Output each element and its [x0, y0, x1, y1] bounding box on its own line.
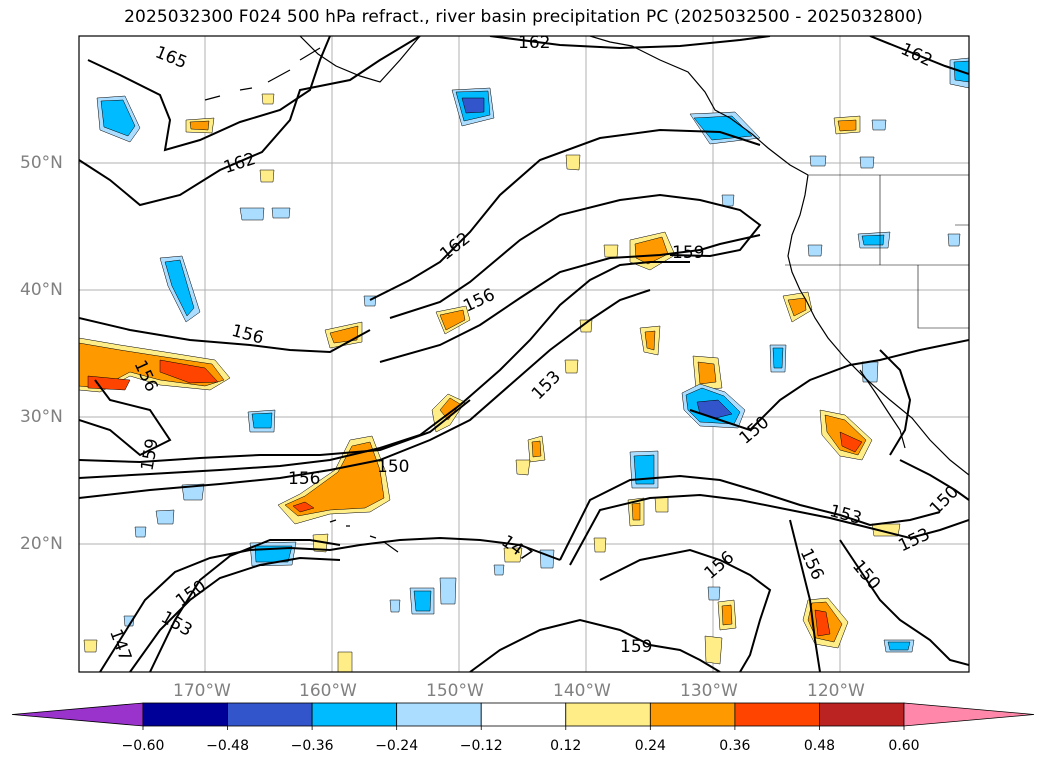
contour-label: 159 [620, 637, 652, 657]
colorbar-tick-label: 0.12 [550, 738, 582, 754]
contour-147 [99, 536, 561, 672]
contour-150-east [899, 459, 969, 501]
contour-153-south [569, 493, 969, 566]
aleutian-islands [204, 47, 321, 101]
contour-labels: 165 162 162 162 162 159 159 159 156 156 … [105, 33, 963, 664]
lon-label: 160°W [299, 681, 357, 701]
contour-156-upper [379, 234, 761, 363]
contour-label: 156 [701, 547, 739, 583]
precip-positive-areas [79, 93, 901, 672]
contour-label: 162 [897, 39, 935, 71]
lon-label: 140°W [553, 681, 611, 701]
colorbar-segment [565, 702, 651, 727]
contour-label: 165 [152, 42, 190, 73]
colorbar-segment [649, 702, 736, 727]
lat-label: 40°N [20, 280, 63, 300]
colorbar-segment [227, 702, 313, 727]
contour-150-se [839, 539, 969, 666]
contour-162-north [79, 36, 421, 207]
contour-159-south [469, 618, 721, 672]
lat-label: 50°N [20, 153, 63, 173]
contour-159-left [79, 379, 172, 457]
colorbar-tick-label: −0.60 [121, 738, 165, 754]
contour-150-mid [79, 399, 471, 464]
contour-156-south [559, 474, 941, 561]
contour-label: 153 [528, 367, 565, 404]
colorbar-segment [396, 702, 482, 727]
lon-label: 150°W [426, 681, 484, 701]
contour-156-south-east [789, 519, 821, 672]
contour-label: 153 [827, 501, 864, 529]
colorbar-tick-label: 0.36 [719, 738, 751, 754]
contour-156-west [79, 317, 371, 354]
colorbar-extend-low [11, 702, 144, 727]
colorbar-tick-label: 0.24 [634, 738, 666, 754]
precip-negative-areas [96, 57, 969, 653]
contour-label: 162 [221, 149, 258, 178]
contour-label: 150 [377, 457, 409, 477]
lon-label: 120°W [807, 681, 865, 701]
contour-label: 159 [137, 437, 162, 472]
contour-159-upper [389, 193, 762, 319]
colorbar [11, 702, 1035, 730]
contour-156-loop [599, 548, 772, 672]
contour-label: 156 [288, 469, 320, 489]
lat-label: 30°N [20, 407, 63, 427]
map-title: 2025032300 F024 500 hPa refract., river … [124, 7, 923, 27]
contour-165 [87, 36, 331, 152]
land-outlines [204, 36, 969, 553]
contour-153-sw [129, 556, 341, 672]
alaska-coast [299, 36, 809, 176]
lon-label: 130°W [680, 681, 738, 701]
map-frame [78, 35, 970, 673]
colorbar-segment [734, 702, 820, 727]
colorbar-segment [311, 702, 398, 727]
contour-153-long [79, 261, 690, 479]
contour-label: 159 [672, 243, 704, 263]
colorbar-tick-label: 0.48 [803, 738, 836, 754]
colorbar-segment [142, 702, 228, 727]
contour-label: 153 [157, 607, 195, 641]
contour-150-right [689, 339, 969, 432]
lat-label: 20°N [20, 534, 63, 554]
colorbar-tick-label: 0.60 [888, 738, 920, 754]
contour-label: 153 [895, 524, 933, 556]
lon-label: 170°W [173, 681, 231, 701]
contour-label: 150 [172, 576, 210, 611]
colorbar-segment [819, 702, 905, 727]
hawaii-islands [329, 519, 399, 553]
colorbar-tick-label: −0.12 [459, 738, 503, 754]
colorbar-tick-label: −0.36 [290, 738, 334, 754]
contour-153-right [879, 349, 912, 456]
contour-156-long [79, 289, 651, 499]
colorbar-segment [480, 702, 567, 727]
contour-label: 162 [518, 33, 550, 53]
contour-162-mid [369, 128, 761, 301]
colorbar-tick-label: −0.48 [206, 738, 249, 754]
colorbar-extend-high [903, 702, 1035, 727]
north-america-coast [787, 174, 969, 476]
state-borders [785, 174, 969, 329]
contour-162-right [869, 36, 969, 75]
contour-162-upper [489, 36, 771, 50]
refractivity-contours [79, 36, 969, 672]
precip-patch-hawaii-large-core [284, 441, 385, 517]
contour-150-sw [149, 539, 341, 672]
colorbar-tick-label: −0.24 [375, 738, 419, 754]
